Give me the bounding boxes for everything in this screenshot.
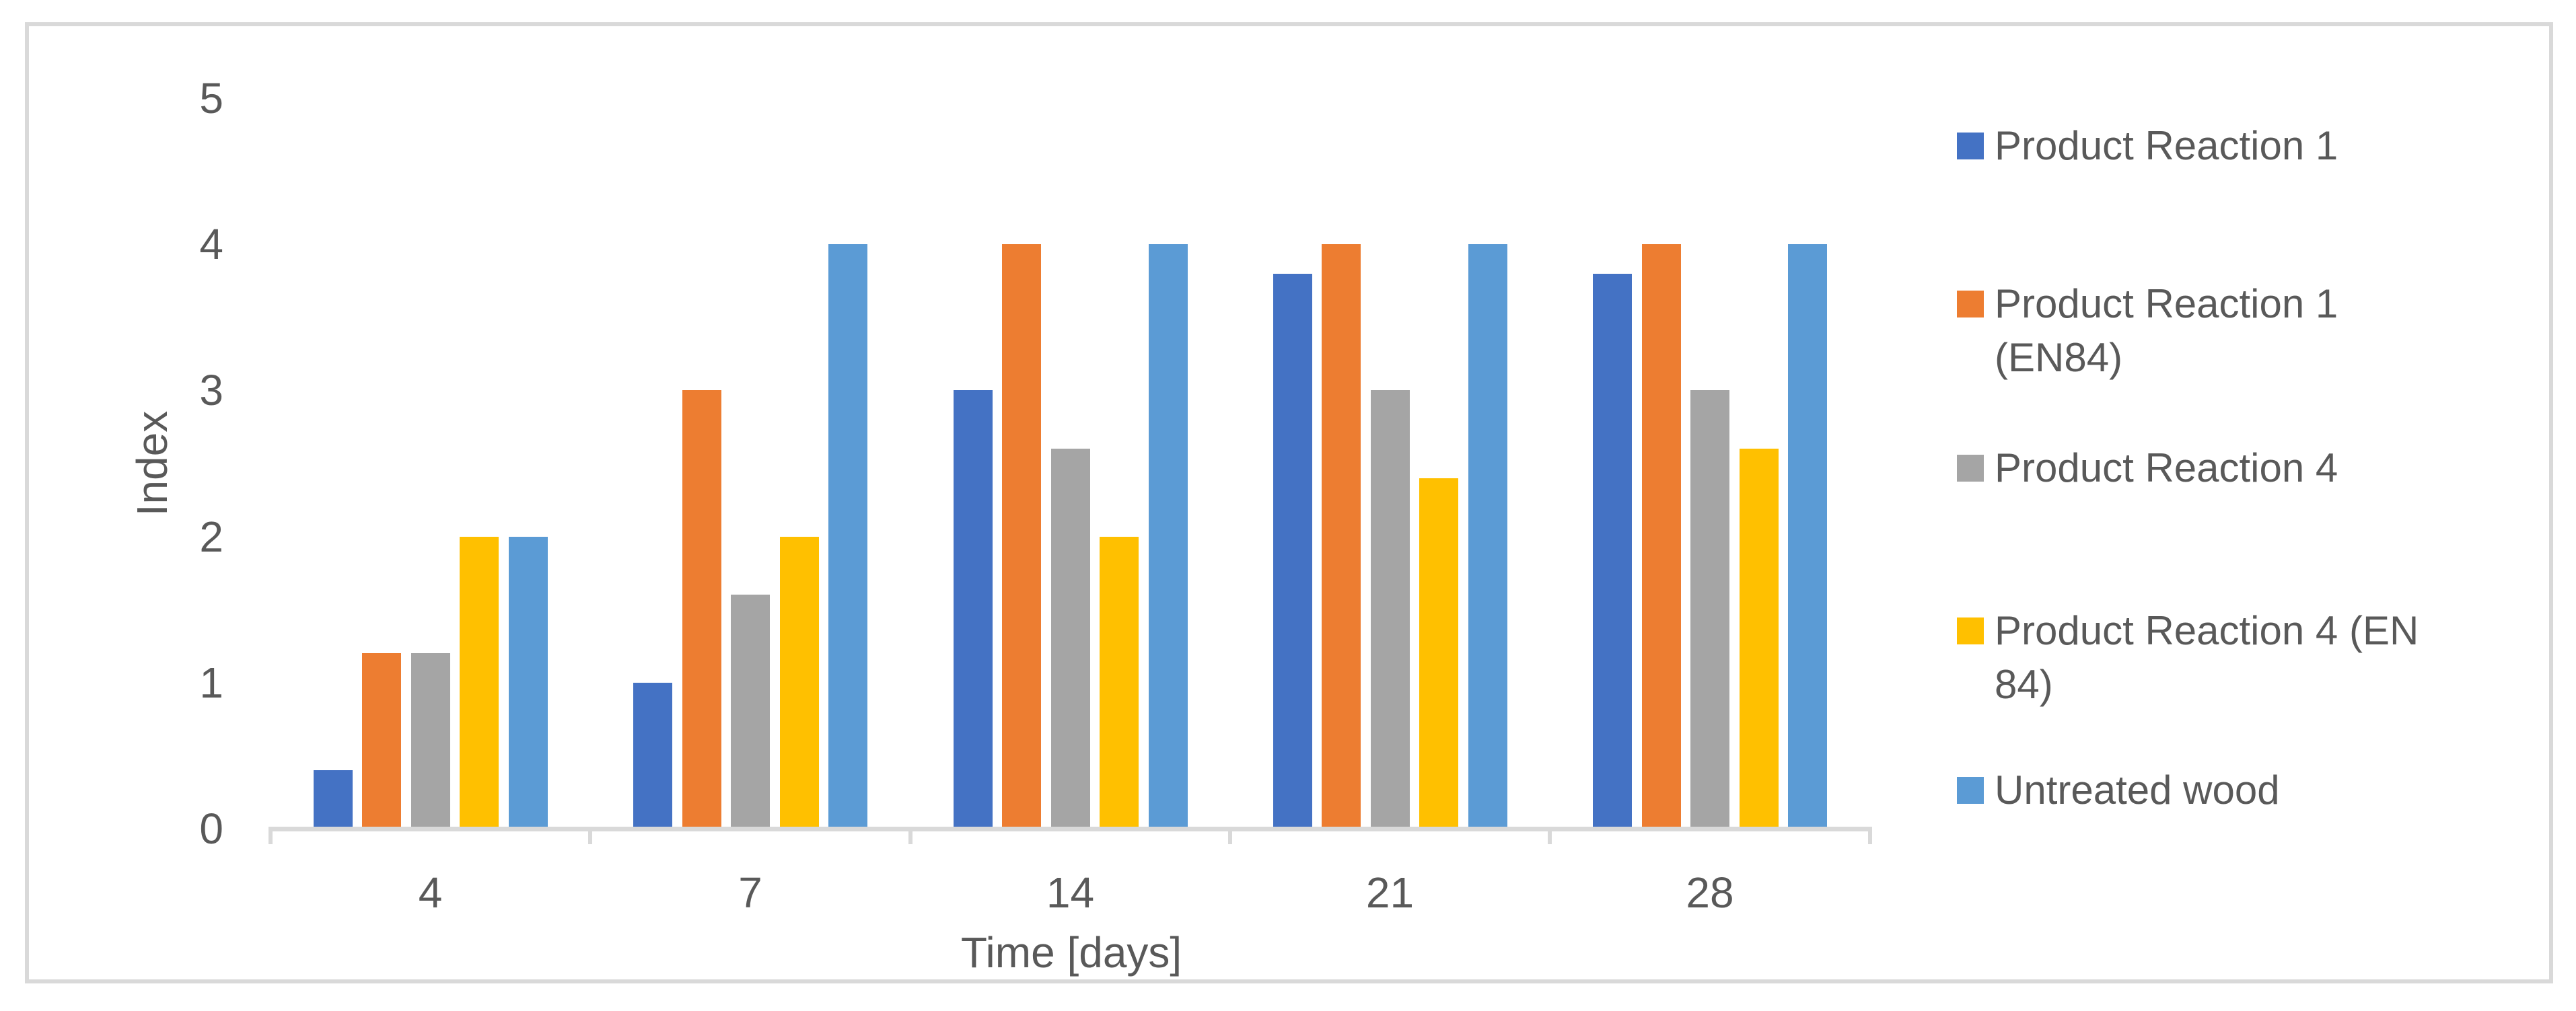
bar [460, 537, 499, 829]
x-tick-label: 21 [1365, 868, 1415, 917]
legend-marker-icon [1957, 455, 1984, 482]
legend-label: Product Reaction 4 [1995, 441, 2338, 495]
x-axis-tick-mark [269, 827, 273, 844]
x-axis-title: Time [days] [960, 928, 1182, 977]
legend-marker-icon [1957, 291, 1984, 317]
legend-label-line: Product Reaction 1 [1995, 123, 2338, 168]
x-tick-label: 4 [418, 868, 443, 917]
x-axis-tick-mark [1228, 827, 1232, 844]
y-tick-label: 5 [199, 74, 223, 122]
bar [682, 390, 721, 829]
bar [1468, 244, 1507, 829]
bar [1419, 478, 1458, 829]
x-tick-label: 14 [1046, 868, 1095, 917]
y-tick-label: 2 [199, 512, 223, 561]
legend-label-line: 84) [1995, 662, 2053, 707]
y-tick-label: 4 [199, 220, 223, 269]
bar [780, 537, 819, 829]
x-axis-tick-mark [908, 827, 913, 844]
bar [1002, 244, 1041, 829]
bar [1593, 274, 1632, 829]
bar [1273, 274, 1312, 829]
legend-label-line: Untreated wood [1995, 767, 2280, 813]
x-axis-tick-mark [588, 827, 592, 844]
bar [1322, 244, 1361, 829]
legend-marker-icon [1957, 777, 1984, 804]
x-axis-tick-mark [1868, 827, 1872, 844]
legend-item: Product Reaction 4 (EN 84) [1957, 604, 2419, 712]
y-tick-label: 3 [199, 366, 223, 415]
legend-label: Product Reaction 4 (EN 84) [1995, 604, 2419, 712]
bar [954, 390, 993, 829]
bar [1740, 449, 1779, 829]
legend-label-line: Product Reaction 4 (EN [1995, 608, 2419, 653]
x-axis-tick-mark [1548, 827, 1552, 844]
legend-label-line: Product Reaction 1 [1995, 281, 2338, 326]
bar [362, 653, 401, 829]
legend-marker-icon [1957, 617, 1984, 644]
legend-item: Untreated wood [1957, 763, 2280, 817]
legend-item: Product Reaction 1 (EN84) [1957, 277, 2338, 385]
bar [1371, 390, 1410, 829]
legend-marker-icon [1957, 133, 1984, 159]
legend-label-line: (EN84) [1995, 335, 2123, 380]
legend-label: Untreated wood [1995, 763, 2280, 817]
x-tick-label: 28 [1686, 868, 1734, 917]
x-tick-label: 7 [738, 868, 762, 917]
legend-label: Product Reaction 1 [1995, 119, 2338, 173]
y-tick-label: 1 [199, 658, 223, 707]
bar [1690, 390, 1729, 829]
legend-item: Product Reaction 1 [1957, 119, 2338, 173]
legend-label-line: Product Reaction 4 [1995, 445, 2338, 490]
bar [731, 595, 770, 829]
bar [1642, 244, 1681, 829]
bar [314, 770, 353, 829]
bar [1051, 449, 1090, 829]
bar [828, 244, 867, 829]
bar [509, 537, 548, 829]
legend-item: Product Reaction 4 [1957, 441, 2338, 495]
legend-label: Product Reaction 1 (EN84) [1995, 277, 2338, 385]
bar [1149, 244, 1188, 829]
bar [633, 683, 672, 829]
bar [1788, 244, 1827, 829]
bar [411, 653, 450, 829]
y-tick-label: 0 [199, 804, 223, 853]
x-axis-line [271, 827, 1872, 831]
bar [1100, 537, 1139, 829]
